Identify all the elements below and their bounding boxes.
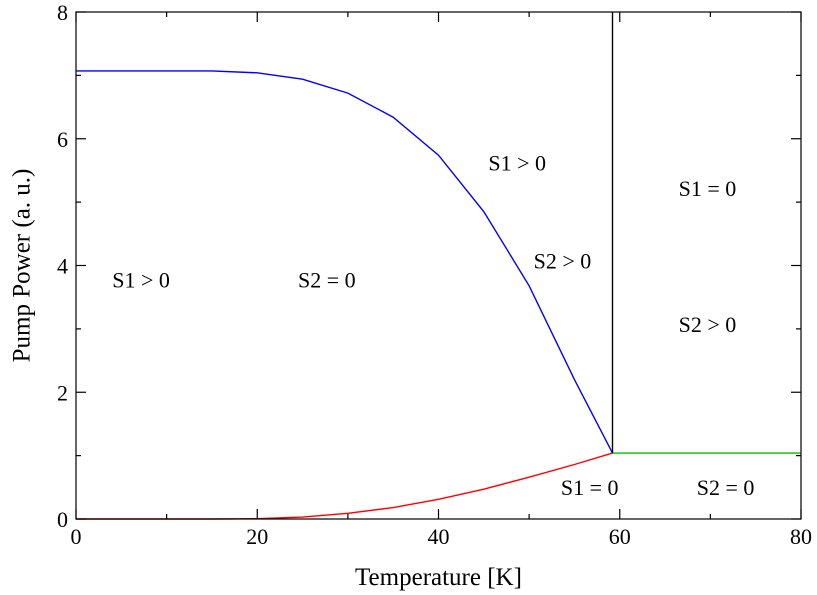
x-axis-title: Temperature [K] [355, 564, 522, 591]
plot-frame [75, 11, 802, 520]
region-label: S2 = 0 [697, 475, 755, 500]
x-tick-label: 60 [609, 524, 631, 549]
region-label: S1 = 0 [561, 475, 619, 500]
region-label: S2 > 0 [679, 312, 737, 337]
region-label: S1 > 0 [112, 268, 170, 293]
ticks-layer: 0 20 40 60 80 0 2 4 6 8 [57, 0, 812, 549]
series-line-0 [76, 70, 614, 454]
y-axis-title: Pump Power (a. u.) [9, 169, 36, 363]
y-tick-label: 8 [57, 0, 68, 25]
series-line-1 [76, 452, 613, 520]
x-tick-label: 40 [428, 524, 450, 549]
y-tick-label: 0 [57, 507, 68, 532]
region-label: S2 > 0 [534, 249, 592, 274]
region-label: S1 > 0 [488, 150, 546, 175]
y-tick-label: 6 [57, 127, 68, 152]
y-tick-label: 4 [57, 254, 68, 279]
y-tick-label: 2 [57, 380, 68, 405]
annotations-layer: S1 > 0 S2 = 0 S1 > 0 S2 > 0 S1 = 0 S2 > 0 S1 =… [112, 150, 754, 499]
x-tick-label: 0 [71, 524, 82, 549]
series-layer [76, 12, 801, 520]
x-tick-label: 80 [790, 524, 812, 549]
region-label: S1 = 0 [679, 176, 737, 201]
region-label: S2 = 0 [298, 268, 356, 293]
x-tick-label: 20 [246, 524, 268, 549]
